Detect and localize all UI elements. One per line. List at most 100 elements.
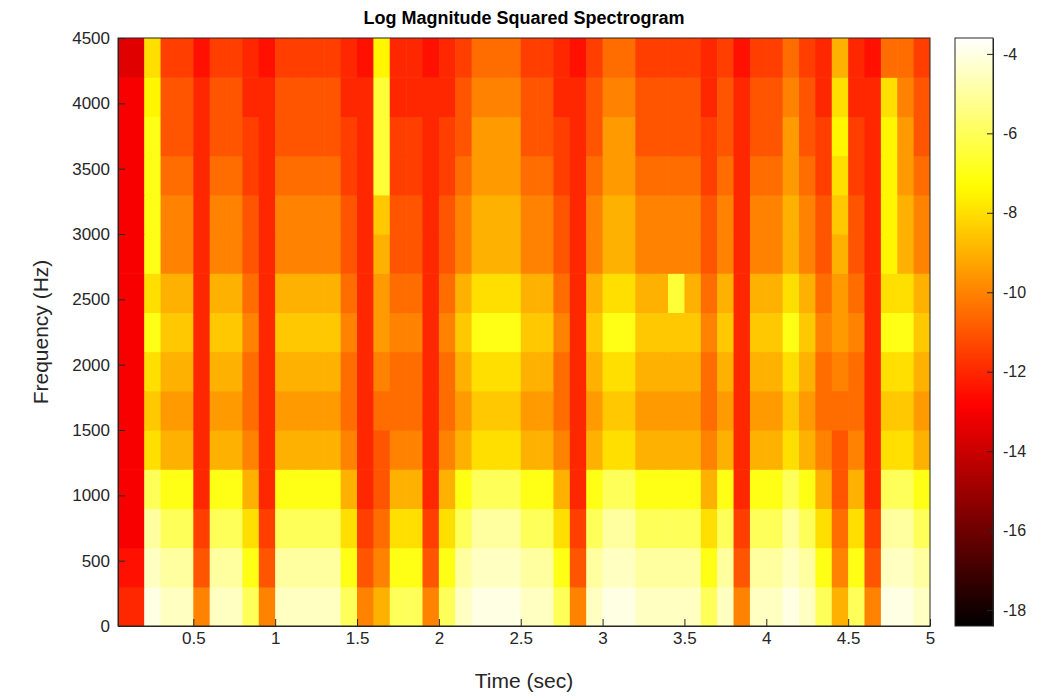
cell: [226, 508, 243, 548]
cell: [455, 273, 472, 313]
cell: [635, 77, 652, 117]
cell: [652, 352, 669, 392]
cell: [341, 273, 358, 313]
cell: [668, 469, 685, 509]
cell: [226, 195, 243, 235]
cell: [324, 156, 341, 196]
cell: [881, 430, 898, 470]
cell: [144, 430, 161, 470]
cell: [292, 116, 309, 156]
cell: [799, 77, 816, 117]
cell: [488, 77, 505, 117]
cell: [832, 352, 849, 392]
cell: [128, 391, 145, 431]
cell: [439, 430, 456, 470]
cell: [455, 430, 472, 470]
cell: [750, 548, 767, 588]
cell: [242, 195, 259, 235]
cell: [242, 116, 259, 156]
cell: [848, 469, 865, 509]
cell: [324, 587, 341, 626]
cell: [603, 508, 620, 548]
cell: [439, 548, 456, 588]
cell: [275, 587, 292, 626]
cell: [766, 508, 783, 548]
colorbar-tick-mark: [987, 531, 993, 532]
cell: [259, 156, 276, 196]
cell: [455, 312, 472, 352]
cell: [865, 587, 882, 626]
x-axis-line: [119, 626, 931, 627]
cell: [815, 430, 832, 470]
cell: [210, 38, 227, 78]
cell: [586, 312, 603, 352]
cell: [357, 587, 374, 626]
x-tick: 2.5: [509, 619, 533, 648]
cell: [717, 312, 734, 352]
cell: [488, 195, 505, 235]
cell: [603, 273, 620, 313]
cell: [177, 430, 194, 470]
cell: [439, 469, 456, 509]
cell: [537, 273, 554, 313]
cell: [193, 156, 210, 196]
cell: [570, 38, 587, 78]
cell: [848, 508, 865, 548]
cell: [848, 38, 865, 78]
cell: [161, 430, 178, 470]
cell: [128, 38, 145, 78]
cell: [537, 430, 554, 470]
cell: [373, 156, 390, 196]
cell: [815, 195, 832, 235]
cell: [799, 195, 816, 235]
cell: [848, 234, 865, 274]
cell: [619, 391, 636, 431]
cell: [717, 587, 734, 626]
cell: [521, 312, 538, 352]
cell: [570, 508, 587, 548]
cell: [226, 38, 243, 78]
cell: [259, 77, 276, 117]
y-tick-label: 2500: [72, 290, 110, 309]
cell: [717, 352, 734, 392]
x-tick-mark: [275, 619, 276, 626]
cell: [423, 273, 440, 313]
y-tick: 2000: [72, 356, 125, 375]
cell: [603, 38, 620, 78]
cell: [308, 391, 325, 431]
cell: [292, 548, 309, 588]
x-tick-label: 5: [926, 629, 935, 648]
x-tick-label: 2: [435, 629, 444, 648]
cell: [553, 312, 570, 352]
cell: [373, 77, 390, 117]
cell: [423, 234, 440, 274]
cell: [161, 469, 178, 509]
cell: [701, 38, 718, 78]
cell: [603, 234, 620, 274]
cell: [210, 273, 227, 313]
cell: [586, 548, 603, 588]
cell: [750, 391, 767, 431]
cell: [750, 195, 767, 235]
cell: [799, 116, 816, 156]
cell: [118, 38, 128, 78]
cell: [799, 352, 816, 392]
cell: [488, 352, 505, 392]
cell: [881, 273, 898, 313]
cell: [161, 312, 178, 352]
cell: [439, 77, 456, 117]
cell: [701, 391, 718, 431]
cell: [308, 430, 325, 470]
cell: [701, 430, 718, 470]
cell: [799, 508, 816, 548]
cell: [504, 391, 521, 431]
cell: [619, 273, 636, 313]
cell: [684, 273, 701, 313]
cell: [226, 469, 243, 509]
cell: [472, 352, 489, 392]
y-axis-title: Frequency (Hz): [29, 260, 52, 405]
cell: [635, 156, 652, 196]
x-axis-title: Time (sec): [475, 669, 573, 692]
cell: [815, 352, 832, 392]
chart: 0.511.522.533.544.5505001000150020002500…: [0, 0, 1047, 698]
